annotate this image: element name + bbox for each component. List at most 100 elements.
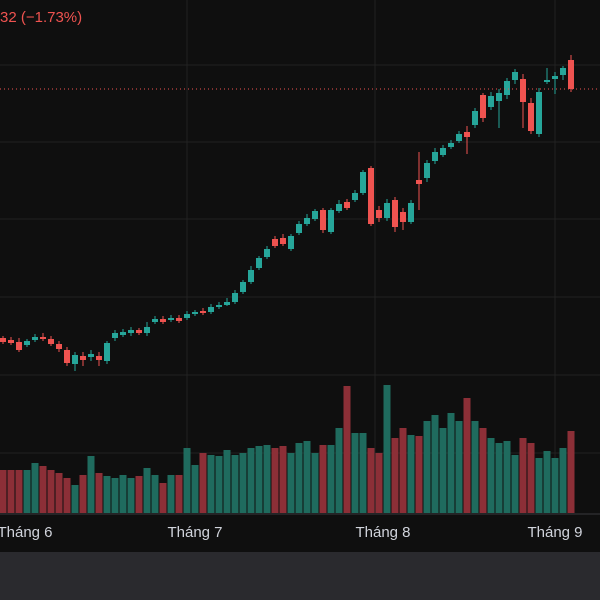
volume-bar — [559, 448, 567, 513]
candle-body — [312, 211, 318, 219]
volume-bar — [415, 436, 423, 513]
candle-body — [440, 148, 446, 155]
volume-bar — [135, 476, 143, 513]
candle-body — [272, 239, 278, 246]
candle-body — [328, 210, 334, 232]
candle-body — [216, 305, 222, 307]
volume-bar — [159, 483, 167, 513]
candle-body — [280, 238, 286, 244]
volume-bar — [271, 448, 279, 513]
volume-bar — [343, 386, 351, 513]
volume-bar — [167, 475, 175, 513]
volume-bar — [511, 455, 519, 513]
candle-body — [536, 92, 542, 134]
volume-bar — [215, 456, 223, 513]
candle-body — [200, 311, 206, 313]
volume-bar — [223, 450, 231, 513]
candle-body — [504, 81, 510, 95]
x-tick-label: Tháng 9 — [527, 524, 582, 541]
volume-bar — [495, 443, 503, 513]
candle-body — [376, 210, 382, 218]
candle-body — [464, 132, 470, 137]
volume-bar — [183, 448, 191, 513]
candle-body — [72, 355, 78, 364]
volume-bar — [391, 438, 399, 513]
volume-bar — [351, 433, 359, 513]
candle-body — [248, 270, 254, 282]
volume-bar — [463, 398, 471, 513]
candle-body — [368, 168, 374, 224]
volume-bar — [279, 446, 287, 513]
volume-bar — [191, 465, 199, 513]
candle-body — [432, 152, 438, 161]
price-change: 32 (−1.73%) — [0, 9, 82, 26]
volume-bar — [407, 435, 415, 513]
candle-body — [408, 203, 414, 222]
candle-body — [176, 318, 182, 321]
candle-body — [192, 312, 198, 314]
volume-bar — [335, 428, 343, 513]
candle-body — [360, 172, 366, 193]
volume-bar — [63, 478, 71, 513]
candle-body — [400, 212, 406, 222]
volume-bar — [47, 470, 55, 513]
candle-body — [160, 319, 166, 322]
volume-bar — [471, 421, 479, 513]
candle-body — [80, 356, 86, 360]
candle-body — [56, 344, 62, 349]
volume-bar — [487, 438, 495, 513]
volume-bar — [71, 485, 79, 513]
candle-body — [560, 68, 566, 75]
volume-bar — [79, 475, 87, 513]
volume-bar — [567, 431, 575, 513]
volume-bar — [375, 453, 383, 513]
volume-bar — [455, 421, 463, 513]
candle-body — [416, 180, 422, 184]
candle-body — [448, 143, 454, 147]
candle-body — [344, 202, 350, 208]
candle-body — [568, 60, 574, 89]
candle-body — [232, 293, 238, 302]
volume-bar — [7, 470, 15, 513]
candle-body — [512, 72, 518, 80]
volume-bar — [23, 470, 31, 513]
candle-body — [128, 330, 134, 333]
candle-body — [296, 224, 302, 233]
volume-bar — [87, 456, 95, 513]
volume-bar — [319, 445, 327, 513]
candle-body — [208, 307, 214, 312]
candle-body — [120, 332, 126, 335]
candle-body — [424, 163, 430, 178]
volume-bar — [367, 448, 375, 513]
volume-bar — [399, 428, 407, 513]
volume-bar — [175, 475, 183, 513]
candle-body — [352, 193, 358, 200]
volume-bar — [95, 473, 103, 513]
candle-body — [104, 343, 110, 361]
x-tick-label: Tháng 8 — [355, 524, 410, 541]
volume-bar — [519, 438, 527, 513]
volume-bar — [503, 441, 511, 513]
volume-bar — [255, 446, 263, 513]
volume-bar — [263, 445, 271, 513]
candle-body — [488, 96, 494, 107]
candle-body — [8, 340, 14, 343]
candle-body — [552, 76, 558, 79]
volume-bar — [31, 463, 39, 513]
volume-bar — [383, 385, 391, 513]
candle-body — [480, 95, 486, 118]
volume-bar — [199, 453, 207, 513]
x-tick-label: Tháng 6 — [0, 524, 53, 541]
volume-bar — [127, 478, 135, 513]
volume-bar — [303, 441, 311, 513]
candle-body — [144, 327, 150, 333]
candle-body — [48, 339, 54, 344]
volume-bar — [239, 453, 247, 513]
x-tick-label: Tháng 7 — [167, 524, 222, 541]
candle-body — [0, 338, 6, 342]
volume-bar — [479, 428, 487, 513]
candle-body — [240, 282, 246, 292]
candle-body — [224, 302, 230, 305]
volume-bar — [15, 470, 23, 513]
